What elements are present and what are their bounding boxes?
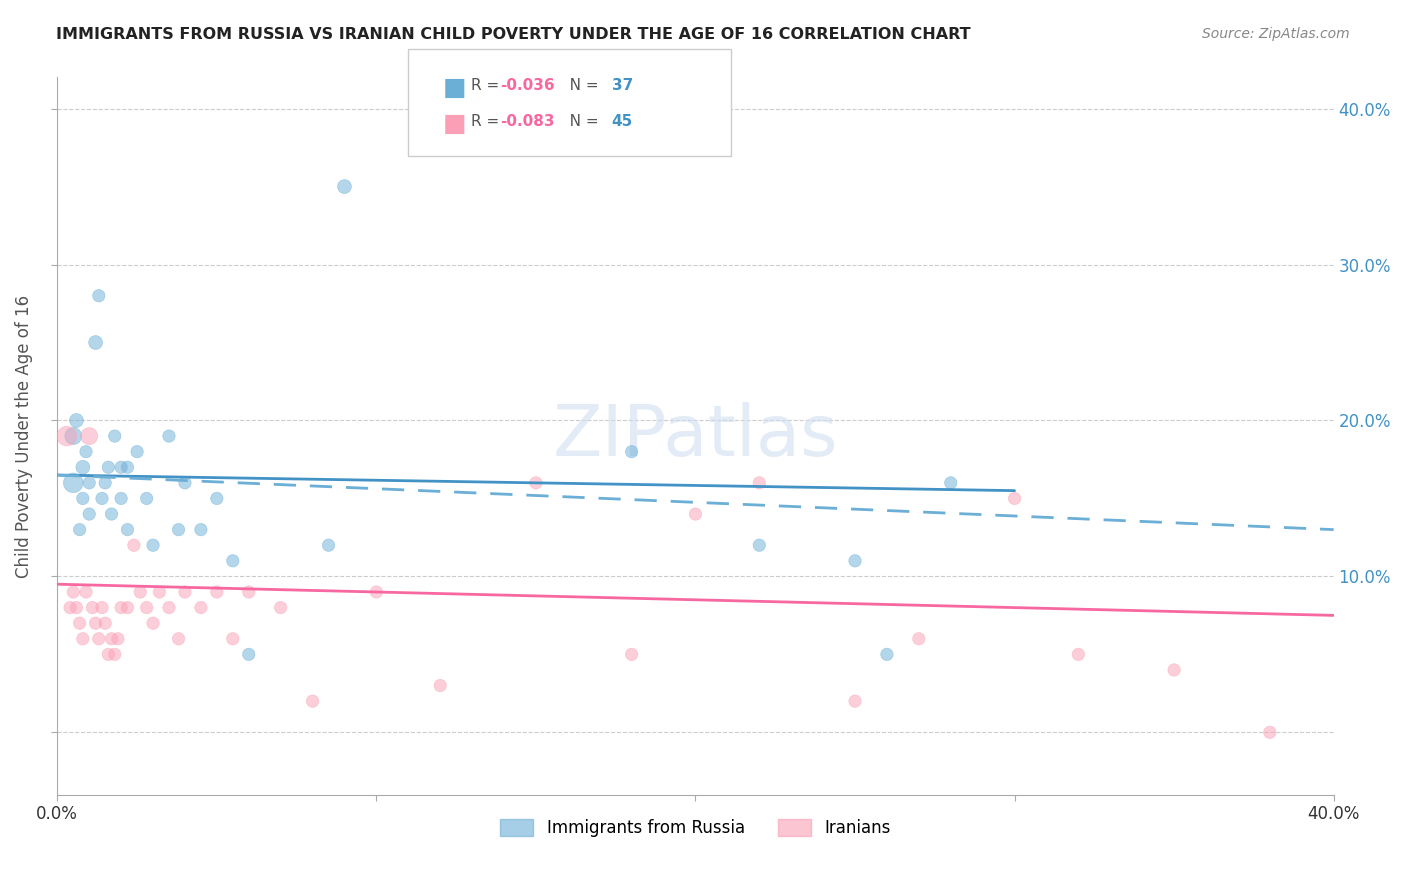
Point — [908, 632, 931, 646]
Point — [318, 538, 340, 552]
Point — [62, 429, 84, 443]
Point — [238, 648, 260, 662]
Point — [844, 694, 866, 708]
Point — [1004, 491, 1026, 506]
Point — [87, 289, 110, 303]
Text: N =: N = — [555, 114, 603, 129]
Point — [117, 460, 139, 475]
Text: ■: ■ — [443, 76, 467, 100]
Point — [524, 475, 547, 490]
Point — [75, 444, 97, 458]
Point — [167, 632, 190, 646]
Text: 37: 37 — [612, 78, 633, 94]
Legend: Immigrants from Russia, Iranians: Immigrants from Russia, Iranians — [494, 813, 897, 844]
Point — [62, 585, 84, 599]
Point — [104, 429, 127, 443]
Point — [939, 475, 962, 490]
Point — [65, 413, 87, 427]
Point — [72, 491, 94, 506]
Point — [97, 460, 120, 475]
Text: ■: ■ — [443, 112, 467, 136]
Point — [844, 554, 866, 568]
Point — [205, 585, 228, 599]
Point — [333, 179, 356, 194]
Point — [117, 600, 139, 615]
Point — [107, 632, 129, 646]
Text: N =: N = — [555, 78, 603, 94]
Point — [301, 694, 323, 708]
Point — [77, 429, 100, 443]
Point — [148, 585, 170, 599]
Point — [748, 538, 770, 552]
Point — [110, 460, 132, 475]
Point — [69, 523, 91, 537]
Text: R =: R = — [471, 114, 505, 129]
Text: IMMIGRANTS FROM RUSSIA VS IRANIAN CHILD POVERTY UNDER THE AGE OF 16 CORRELATION : IMMIGRANTS FROM RUSSIA VS IRANIAN CHILD … — [56, 27, 972, 42]
Point — [1258, 725, 1281, 739]
Point — [62, 475, 84, 490]
Point — [65, 600, 87, 615]
Point — [77, 507, 100, 521]
Point — [94, 475, 117, 490]
Point — [122, 538, 145, 552]
Text: R =: R = — [471, 78, 505, 94]
Point — [205, 491, 228, 506]
Point — [87, 632, 110, 646]
Point — [125, 444, 148, 458]
Point — [84, 616, 107, 631]
Point — [876, 648, 898, 662]
Point — [620, 444, 643, 458]
Point — [748, 475, 770, 490]
Point — [366, 585, 388, 599]
Point — [167, 523, 190, 537]
Point — [77, 475, 100, 490]
Point — [91, 600, 114, 615]
Point — [222, 632, 245, 646]
Point — [97, 648, 120, 662]
Point — [222, 554, 245, 568]
Point — [157, 600, 180, 615]
Point — [620, 648, 643, 662]
Point — [75, 585, 97, 599]
Point — [82, 600, 104, 615]
Point — [1163, 663, 1185, 677]
Point — [110, 600, 132, 615]
Point — [59, 600, 82, 615]
Point — [157, 429, 180, 443]
Point — [94, 616, 117, 631]
Point — [110, 491, 132, 506]
Point — [72, 632, 94, 646]
Point — [91, 491, 114, 506]
Point — [100, 507, 122, 521]
Point — [1067, 648, 1090, 662]
Point — [100, 632, 122, 646]
Text: Source: ZipAtlas.com: Source: ZipAtlas.com — [1202, 27, 1350, 41]
Point — [142, 616, 165, 631]
Point — [142, 538, 165, 552]
Text: 45: 45 — [612, 114, 633, 129]
Point — [190, 600, 212, 615]
Point — [270, 600, 292, 615]
Point — [84, 335, 107, 350]
Point — [429, 679, 451, 693]
Point — [135, 600, 157, 615]
Point — [104, 648, 127, 662]
Point — [69, 616, 91, 631]
Point — [56, 429, 79, 443]
Point — [174, 475, 197, 490]
Point — [117, 523, 139, 537]
Y-axis label: Child Poverty Under the Age of 16: Child Poverty Under the Age of 16 — [15, 294, 32, 578]
Text: -0.083: -0.083 — [501, 114, 555, 129]
Point — [129, 585, 152, 599]
Text: -0.036: -0.036 — [501, 78, 555, 94]
Point — [72, 460, 94, 475]
Point — [174, 585, 197, 599]
Point — [135, 491, 157, 506]
Point — [685, 507, 707, 521]
Point — [238, 585, 260, 599]
Point — [190, 523, 212, 537]
Text: ZIPatlas: ZIPatlas — [553, 401, 838, 471]
